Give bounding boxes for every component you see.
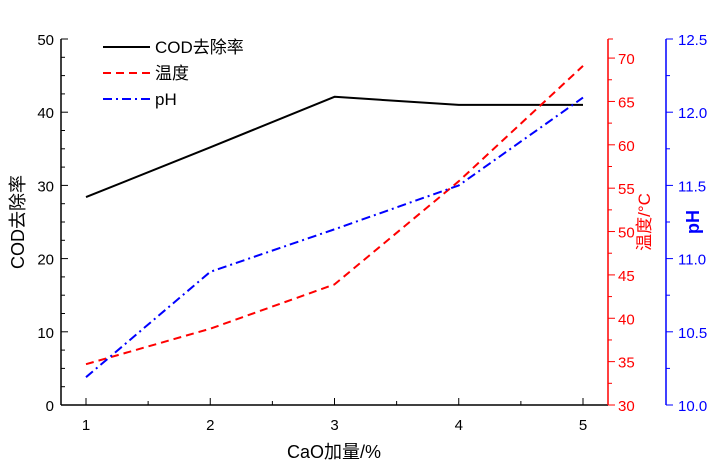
series-line-ph [85, 96, 584, 378]
temp-tick-label: 30 [618, 398, 635, 415]
legend-label-temp: 温度 [155, 64, 189, 83]
left-tick-label: 10 [37, 325, 54, 342]
temp-tick-label: 60 [618, 138, 635, 155]
temp-tick-label: 50 [618, 225, 635, 242]
series-line-temp [85, 65, 584, 366]
left-tick-label: 0 [46, 398, 54, 415]
temp-tick-label: 55 [618, 181, 635, 198]
x-tick-label: 2 [206, 417, 214, 434]
ph-tick-label: 10.0 [678, 398, 707, 415]
temp-tick-label: 65 [618, 94, 635, 111]
left-tick-label: 40 [37, 105, 54, 122]
left-tick-label: 20 [37, 252, 54, 269]
series-line-cod [85, 95, 583, 199]
legend: COD去除率 温度 pH [103, 38, 244, 109]
ph-tick-label: 11.5 [678, 178, 706, 195]
series-layer [85, 65, 584, 378]
left-tick-label: 50 [37, 32, 54, 49]
x-tick-label: 5 [579, 417, 587, 434]
x-axis-title: CaO加量/% [287, 442, 381, 462]
temp-tick-label: 70 [618, 51, 635, 68]
ph-tick-label: 10.5 [678, 325, 707, 342]
x-tick-label: 3 [330, 417, 338, 434]
temp-tick-label: 45 [618, 268, 635, 285]
ph-axis-title: pH [683, 210, 703, 234]
temp-tick-label: 40 [618, 311, 635, 328]
x-tick-label: 4 [455, 417, 463, 434]
legend-label-ph: pH [155, 90, 177, 109]
temp-axis-title: 温度/°C [635, 193, 654, 251]
ph-tick-label: 12.0 [678, 105, 707, 122]
ph-tick-label: 12.5 [678, 32, 707, 49]
left-axis-title: COD去除率 [8, 175, 28, 269]
x-tick-label: 1 [82, 417, 90, 434]
temp-tick-label: 35 [618, 355, 635, 372]
legend-label-cod: COD去除率 [155, 38, 244, 57]
left-tick-label: 30 [37, 178, 54, 195]
ph-tick-label: 11.0 [678, 252, 706, 269]
